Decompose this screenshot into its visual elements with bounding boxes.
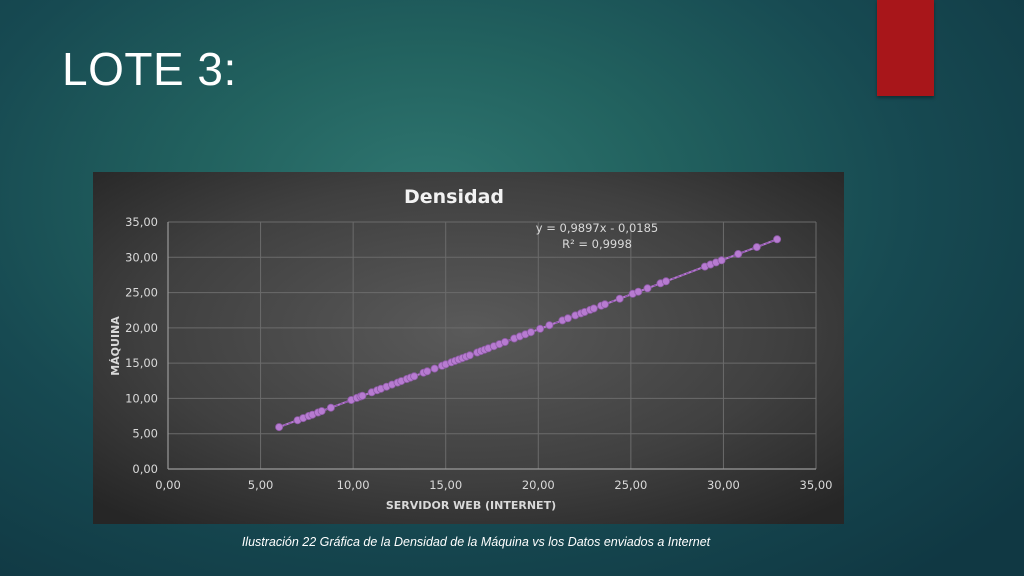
- chart-background: [93, 172, 844, 524]
- data-point: [589, 304, 598, 313]
- data-point: [615, 294, 624, 303]
- y-tick-label: 30,00: [125, 250, 158, 264]
- data-point: [545, 321, 554, 330]
- trendline-r-squared: R² = 0,9998: [562, 237, 632, 251]
- tick-labels: 0,00 5,00 10,00 15,00 20,00 25,00 30,00 35,00 0,…: [125, 215, 832, 492]
- y-tick-label: 0,00: [132, 462, 158, 476]
- chart-title: Densidad: [404, 186, 504, 208]
- x-tick-label: 0,00: [155, 478, 181, 492]
- data-point: [634, 287, 643, 296]
- data-point: [752, 243, 761, 252]
- x-axis-title: SERVIDOR WEB (INTERNET): [386, 499, 556, 512]
- y-tick-label: 35,00: [125, 215, 158, 229]
- y-tick-label: 10,00: [125, 391, 158, 405]
- data-point: [358, 391, 367, 400]
- x-tick-label: 35,00: [800, 478, 833, 492]
- x-tick-label: 15,00: [429, 478, 462, 492]
- figure-caption: Ilustración 22 Gráfica de la Densidad de…: [241, 535, 711, 549]
- y-tick-label: 5,00: [132, 427, 158, 441]
- x-tick-label: 20,00: [522, 478, 555, 492]
- axes: [167, 222, 816, 470]
- data-point: [500, 337, 509, 346]
- data-point: [773, 235, 782, 244]
- data-point: [600, 300, 609, 309]
- chart-panel: 0,00 5,00 10,00 15,00 20,00 25,00 30,00 35,00 0,…: [93, 172, 844, 524]
- y-tick-label: 25,00: [125, 286, 158, 300]
- data-point: [410, 372, 419, 381]
- density-chart: 0,00 5,00 10,00 15,00 20,00 25,00 30,00 35,00 0,…: [93, 172, 844, 524]
- data-point: [317, 407, 326, 416]
- x-tick-label: 25,00: [614, 478, 647, 492]
- data-point: [423, 367, 432, 376]
- y-tick-label: 15,00: [125, 356, 158, 370]
- y-axis-title: MÁQUINA: [109, 316, 122, 376]
- data-point: [275, 423, 284, 432]
- x-tick-label: 10,00: [337, 478, 370, 492]
- slide-title: LOTE 3:: [62, 43, 237, 95]
- data-point: [536, 324, 545, 333]
- data-point: [563, 314, 572, 323]
- data-point: [430, 364, 439, 373]
- grid-lines: [167, 221, 817, 470]
- data-points: [275, 235, 782, 432]
- data-point: [526, 328, 535, 337]
- accent-bar: [877, 0, 934, 96]
- trendline-equation: y = 0,9897x - 0,0185: [536, 221, 659, 235]
- data-point: [734, 250, 743, 259]
- data-point: [643, 284, 652, 293]
- data-point: [326, 403, 335, 412]
- y-tick-label: 20,00: [125, 321, 158, 335]
- data-point: [662, 277, 671, 286]
- x-tick-label: 5,00: [248, 478, 274, 492]
- x-tick-label: 30,00: [707, 478, 740, 492]
- data-point: [465, 351, 474, 360]
- data-point: [717, 256, 726, 265]
